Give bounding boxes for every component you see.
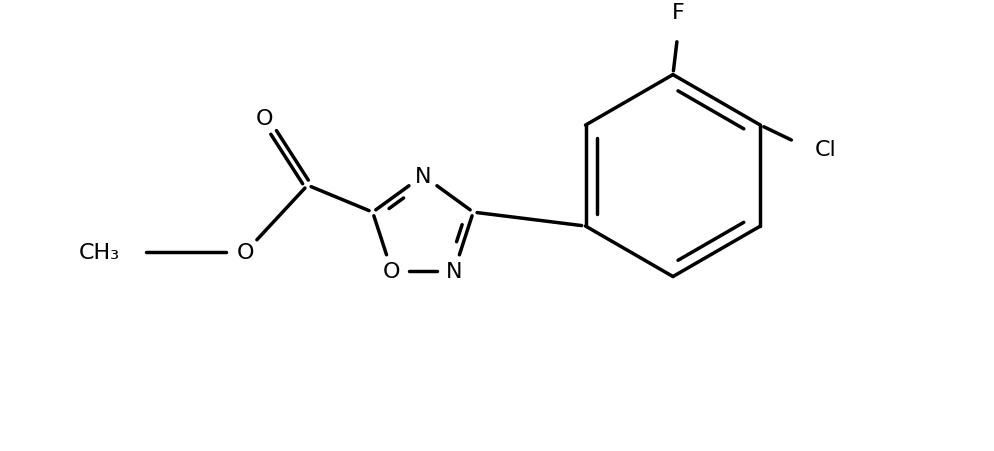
Text: O: O (237, 243, 253, 263)
Text: N: N (414, 166, 431, 186)
Text: F: F (672, 3, 685, 23)
Text: CH₃: CH₃ (79, 243, 120, 263)
Text: O: O (255, 109, 273, 129)
Text: Cl: Cl (815, 140, 837, 160)
Text: N: N (445, 262, 462, 281)
Text: O: O (383, 262, 401, 281)
